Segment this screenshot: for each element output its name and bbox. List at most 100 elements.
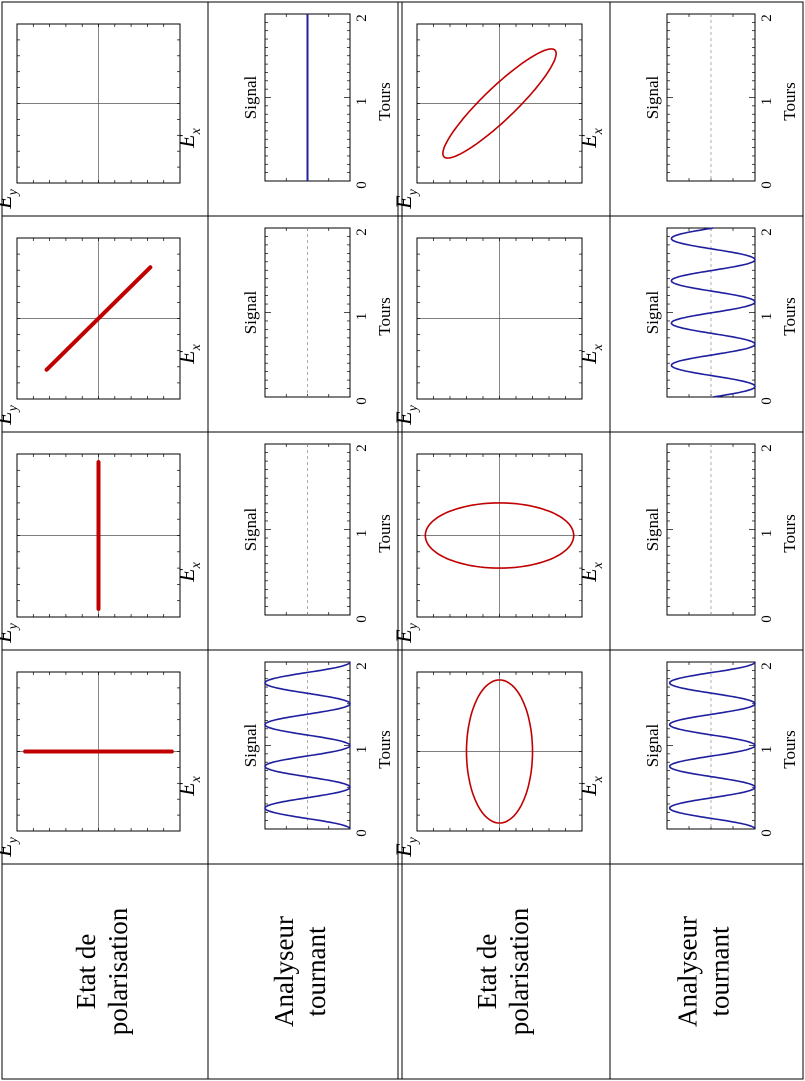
tours-tick-label-text: 2: [354, 228, 370, 236]
ex-label: Ex: [174, 561, 204, 582]
tours-axis-label-text: Tours: [375, 730, 394, 768]
signal-plot: 0 1 2 Tours Signal: [241, 661, 394, 837]
tours-tick-label-text: 2: [354, 662, 370, 670]
ey-label-text: Ey: [0, 404, 21, 425]
row-header-line2: polarisation: [504, 907, 534, 1035]
signal-curve: [670, 227, 756, 398]
tours-tick-label-text: 0: [759, 829, 775, 837]
tours-axis-label-text: Tours: [780, 82, 799, 120]
signal-axis-label: Signal: [643, 724, 662, 768]
tours-tick-label-text: 0: [354, 829, 370, 837]
tours-tick-label-text: 2: [759, 228, 775, 236]
tours-tick-label: 2: [354, 14, 370, 22]
tours-tick-label-text: 1: [354, 98, 370, 106]
panels: Ex Ey 0 1 2 Tours Signal Ex Ey 0 1 2 Tours Signal Ex Ey…: [0, 13, 799, 858]
polarisation-ellipse: [442, 48, 557, 159]
signal-curve: [668, 661, 756, 830]
tours-tick-label-text: 1: [759, 313, 775, 321]
tours-axis-label-text: Tours: [780, 514, 799, 552]
row-header-line2: tournant: [301, 926, 331, 1016]
ex-label-text: Ex: [174, 343, 204, 364]
ey-label-text: Ey: [391, 188, 421, 209]
tours-tick-label: 0: [759, 397, 775, 405]
tours-tick-label: 1: [354, 746, 370, 754]
tours-tick-label: 0: [759, 615, 775, 623]
tours-tick-label-text: 0: [759, 397, 775, 405]
ey-label-text: Ey: [391, 836, 421, 857]
signal-plot: 0 1 2 Tours Signal: [643, 13, 799, 189]
tours-axis-label: Tours: [780, 297, 799, 335]
tours-tick-label-text: 0: [354, 397, 370, 405]
ex-label: Ex: [576, 561, 606, 582]
signal-axis-label: Signal: [241, 76, 260, 120]
row-header: Etat de polarisation: [71, 907, 133, 1035]
ex-label: Ex: [576, 775, 606, 796]
ey-label: Ey: [0, 836, 21, 857]
tours-tick-label: 0: [354, 181, 370, 189]
tours-tick-label-text: 0: [354, 615, 370, 623]
tours-axis-label-text: Tours: [375, 297, 394, 335]
polarisation-ellipse: [465, 679, 534, 824]
ey-label: Ey: [0, 622, 21, 643]
tours-tick-label: 0: [759, 181, 775, 189]
signal-curve: [264, 661, 351, 830]
tours-tick-label: 1: [354, 530, 370, 538]
row-header: Analyseur tournant: [269, 916, 331, 1027]
tours-tick-label-text: 1: [759, 98, 775, 106]
tours-axis-label-text: Tours: [375, 514, 394, 552]
signal-axis-label: Signal: [643, 508, 662, 552]
tours-axis-label: Tours: [375, 82, 394, 120]
tours-tick-label-text: 0: [759, 615, 775, 623]
tours-axis-label-text: Tours: [375, 82, 394, 120]
tours-tick-label: 1: [759, 313, 775, 321]
signal-axis-label: Signal: [643, 76, 662, 120]
tours-tick-label-text: 2: [759, 662, 775, 670]
tours-axis-label: Tours: [375, 514, 394, 552]
tours-axis-label: Tours: [780, 82, 799, 120]
polarisation-plot: Ex Ey: [391, 237, 606, 426]
ey-label-text: Ey: [391, 622, 421, 643]
row-headers: Etat de polarisation Analyseur tournant Etat…: [71, 907, 735, 1035]
row-header-line2: polarisation: [103, 907, 133, 1035]
polarisation-plot: Ex Ey: [391, 23, 606, 210]
ex-label: Ex: [174, 343, 204, 364]
polarisation-line: [44, 265, 153, 372]
ey-label-text: Ey: [391, 404, 421, 425]
signal-axis-label-text: Signal: [241, 291, 260, 335]
tours-tick-label-text: 2: [759, 14, 775, 22]
row-header: Etat de polarisation: [472, 907, 534, 1035]
ex-label-text: Ex: [576, 127, 606, 148]
ex-label-text: Ex: [174, 561, 204, 582]
tours-tick-label-text: 1: [354, 530, 370, 538]
ex-label-text: Ex: [174, 775, 204, 796]
tours-tick-label: 2: [354, 228, 370, 236]
signal-plot: 0 1 2 Tours Signal: [643, 227, 799, 405]
signal-axis-label-text: Signal: [241, 724, 260, 768]
ey-label: Ey: [391, 188, 421, 209]
tours-tick-label: 1: [759, 746, 775, 754]
signal-axis-label-text: Signal: [643, 508, 662, 552]
polarisation-plot: Ex Ey: [391, 671, 606, 858]
tours-tick-label-text: 1: [759, 746, 775, 754]
tours-tick-label: 0: [354, 829, 370, 837]
ey-label: Ey: [391, 836, 421, 857]
ey-label-text: Ey: [0, 188, 21, 209]
signal-axis-label: Signal: [643, 291, 662, 335]
tours-axis-label: Tours: [780, 514, 799, 552]
signal-axis-label-text: Signal: [643, 76, 662, 120]
tours-tick-label-text: 1: [354, 313, 370, 321]
ey-label-text: Ey: [0, 836, 21, 857]
signal-axis-label-text: Signal: [241, 508, 260, 552]
ey-label: Ey: [0, 404, 21, 425]
tours-axis-label: Tours: [375, 297, 394, 335]
polarisation-plot: Ex Ey: [0, 453, 204, 644]
tours-tick-label: 2: [354, 662, 370, 670]
ey-label: Ey: [0, 188, 21, 209]
tours-tick-label: 0: [354, 615, 370, 623]
tours-tick-label-text: 1: [759, 530, 775, 538]
row-header-line1: Etat de: [472, 934, 502, 1010]
polarisation-plot: Ex Ey: [0, 237, 204, 426]
signal-plot: 0 1 2 Tours Signal: [241, 13, 394, 189]
row-header-line1: Analyseur: [673, 916, 703, 1027]
